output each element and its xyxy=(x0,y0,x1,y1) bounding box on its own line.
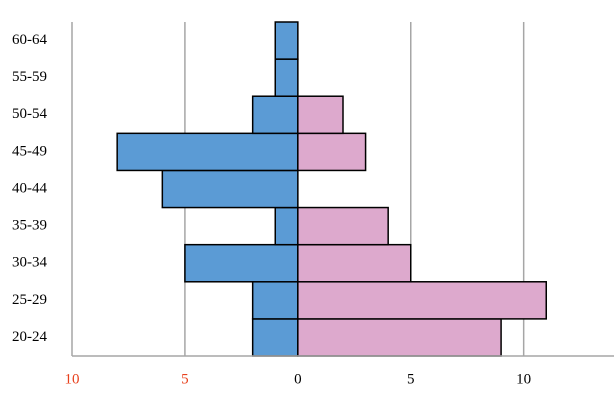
x-tick-label: 0 xyxy=(294,371,302,387)
bar xyxy=(184,243,299,283)
x-tick-label: 10 xyxy=(516,371,531,387)
bar xyxy=(274,206,299,246)
bar xyxy=(251,281,299,320)
bar xyxy=(251,318,299,357)
x-tick-label: 10 xyxy=(65,371,80,387)
y-tick-label: 25-29 xyxy=(12,292,47,308)
bar xyxy=(297,318,502,357)
bar xyxy=(297,132,367,172)
bar xyxy=(297,281,548,320)
bar xyxy=(297,206,389,246)
bar xyxy=(161,169,299,209)
bar xyxy=(116,132,299,172)
y-tick-label: 55-59 xyxy=(12,69,47,85)
y-tick-label: 60-64 xyxy=(12,32,47,48)
y-tick-label: 45-49 xyxy=(12,143,47,159)
y-tick-label: 30-34 xyxy=(12,255,47,271)
bar xyxy=(274,58,299,97)
y-tick-label: 50-54 xyxy=(12,106,47,122)
y-tick-label: 35-39 xyxy=(12,218,47,234)
bar xyxy=(251,95,299,135)
bar xyxy=(297,243,412,283)
bar xyxy=(297,95,344,135)
y-tick-label: 20-24 xyxy=(12,329,47,345)
x-tick-label: 5 xyxy=(181,371,189,387)
y-tick-label: 40-44 xyxy=(12,180,47,196)
bar xyxy=(274,21,299,60)
x-tick-label: 5 xyxy=(407,371,415,387)
